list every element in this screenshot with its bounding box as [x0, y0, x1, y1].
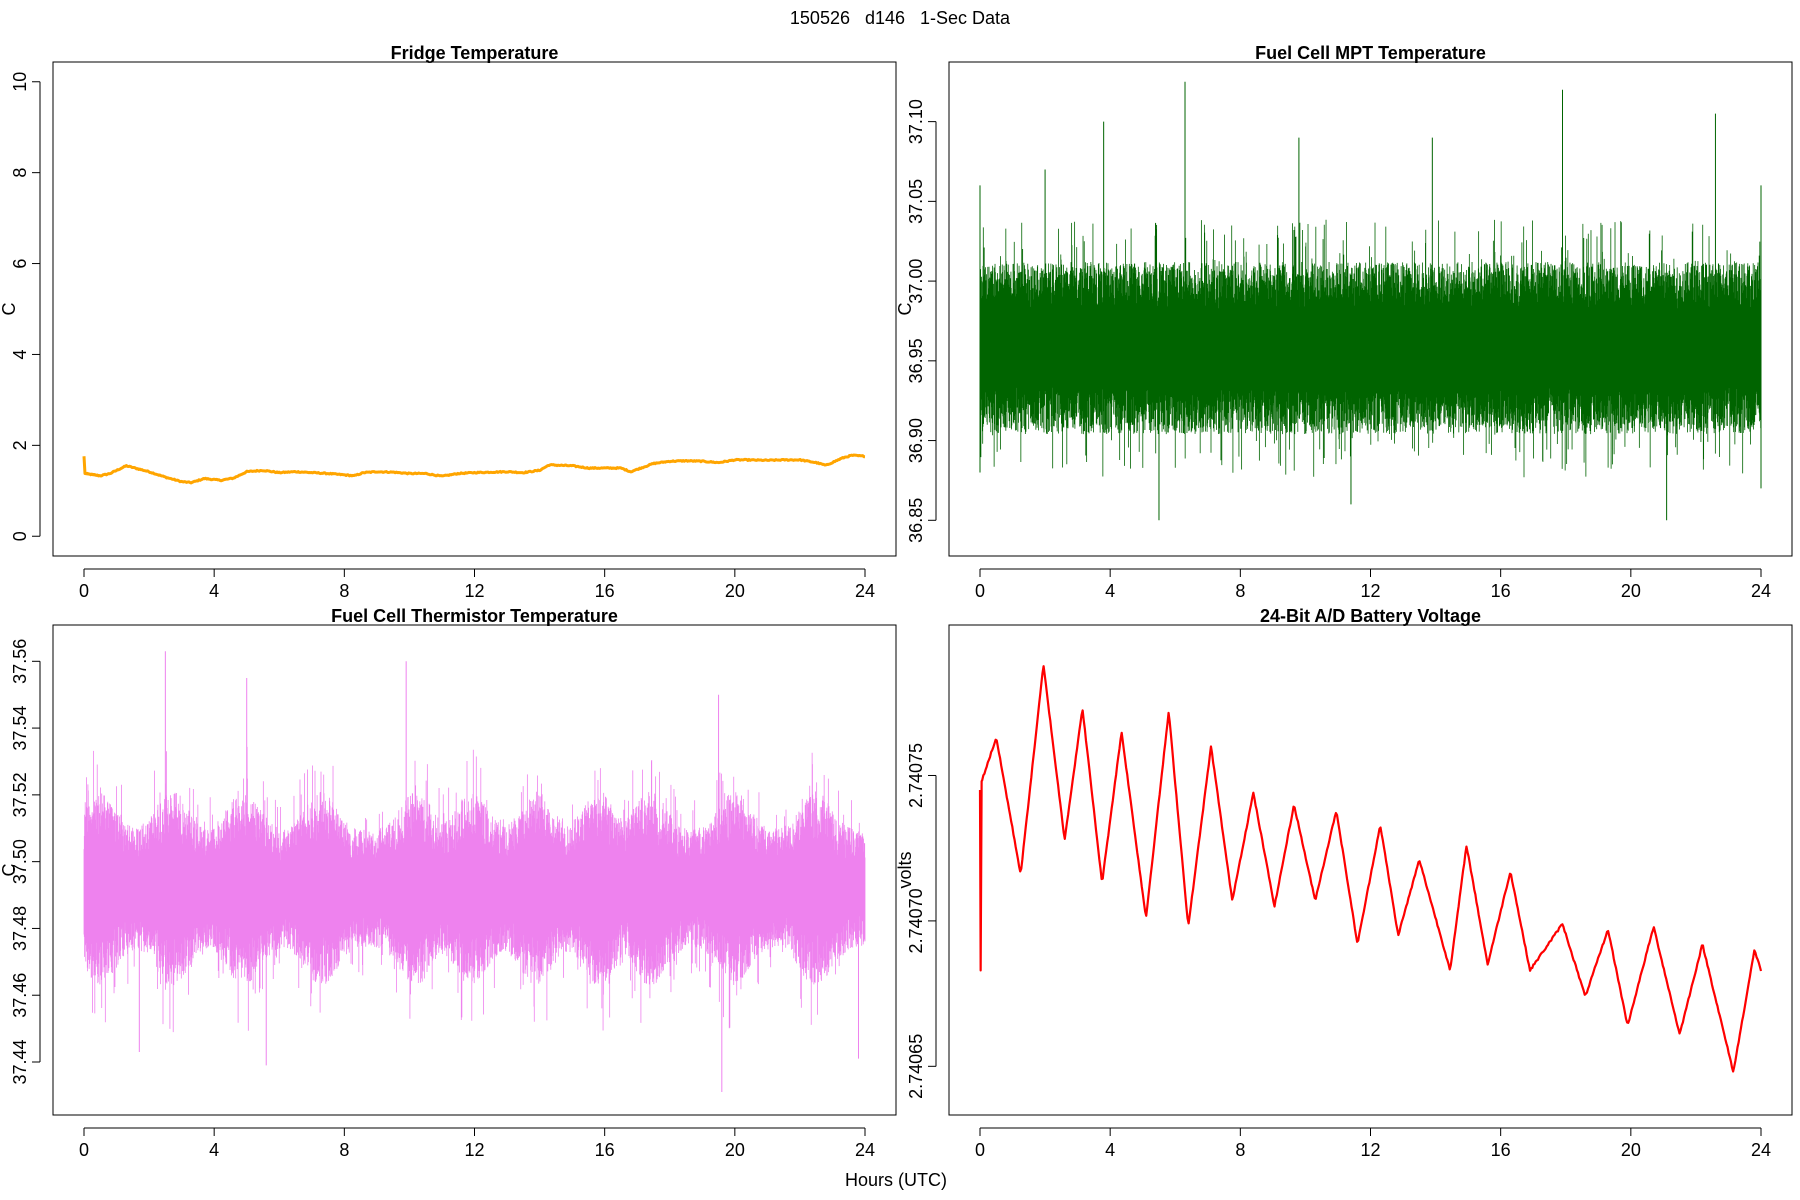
x-tick-label: 16: [1491, 581, 1511, 601]
x-tick-label: 0: [975, 1140, 985, 1160]
x-tick-label: 16: [595, 1140, 615, 1160]
panel-title: Fridge Temperature: [391, 43, 559, 63]
y-tick-label: 37.05: [906, 179, 926, 224]
x-tick-label: 4: [209, 1140, 219, 1160]
x-tick-label: 8: [1235, 1140, 1245, 1160]
x-tick-label: 4: [1105, 581, 1115, 601]
plot-frame: [948, 624, 1793, 1116]
y-tick-label: 6: [10, 259, 30, 269]
y-tick-label: 10: [10, 72, 30, 92]
y-tick-label: 2.74065: [906, 1034, 926, 1099]
x-tick-label: 4: [1105, 1140, 1115, 1160]
x-tick-label: 20: [1621, 581, 1641, 601]
x-tick-label: 24: [855, 1140, 875, 1160]
y-tick-label: 37.56: [10, 639, 30, 684]
series-line: [978, 665, 1763, 1073]
x-tick-label: 16: [595, 581, 615, 601]
y-tick-label: 0: [10, 531, 30, 541]
y-tick-label: 36.85: [906, 498, 926, 543]
noise-band: [83, 746, 866, 1033]
y-tick-label: 4: [10, 349, 30, 359]
x-tick-label: 12: [1360, 1140, 1380, 1160]
extreme-spikes: [979, 81, 1762, 521]
x-axis: 0 4 8 12 16 20 24: [975, 1127, 1771, 1160]
y-tick-label: 37.44: [10, 1039, 30, 1084]
data-layer: [83, 651, 866, 1093]
panel-title: Fuel Cell Thermistor Temperature: [331, 606, 618, 626]
x-axis: 0 4 8 12 16 20 24: [79, 1127, 875, 1160]
x-axis: 0 4 8 12 16 20 24: [79, 568, 875, 601]
x-tick-label: 24: [1751, 581, 1771, 601]
fuel-cell-mpt-temperature-panel: Fuel Cell MPT Temperature C 0 4 8 12 16 20 24 3…: [895, 43, 1793, 601]
x-tick-label: 16: [1491, 1140, 1511, 1160]
y-axis-label: C: [895, 303, 915, 316]
y-axis: 37.44 37.46 37.48 37.50 37.52 37.54 37.56: [10, 639, 41, 1085]
x-tick-label: 8: [339, 1140, 349, 1160]
y-tick-label: 36.95: [906, 338, 926, 383]
x-tick-label: 20: [725, 1140, 745, 1160]
extreme-spikes: [138, 651, 859, 1093]
x-tick-label: 8: [1235, 581, 1245, 601]
figure-xlabel: Hours (UTC): [845, 1170, 947, 1190]
x-tick-label: 0: [79, 581, 89, 601]
x-tick-label: 12: [1360, 581, 1380, 601]
y-tick-label: 2.74070: [906, 888, 926, 953]
fuel-cell-thermistor-temperature-panel: Fuel Cell Thermistor Temperature C 0 4 8 12…: [0, 606, 897, 1160]
y-tick-label: 36.90: [906, 418, 926, 463]
x-tick-label: 0: [79, 1140, 89, 1160]
figure-title: 150526 d146 1-Sec Data: [790, 8, 1011, 28]
y-axis: 0 2 4 6 8 10: [10, 72, 41, 541]
y-axis-label: volts: [895, 851, 915, 888]
noise-band: [979, 219, 1762, 478]
y-tick-label: 8: [10, 168, 30, 178]
data-layer: [82, 453, 866, 485]
y-axis-label: C: [0, 303, 19, 316]
plot-frame: [948, 61, 1793, 557]
y-tick-label: 2: [10, 440, 30, 450]
plot-frame: [52, 624, 897, 1116]
x-tick-label: 4: [209, 581, 219, 601]
y-tick-label: 37.00: [906, 259, 926, 304]
y-axis-label: C: [0, 864, 19, 877]
y-tick-label: 37.46: [10, 973, 30, 1018]
x-tick-label: 24: [1751, 1140, 1771, 1160]
data-layer: [979, 81, 1762, 521]
panel-title: Fuel Cell MPT Temperature: [1255, 43, 1486, 63]
panel-title: 24-Bit A/D Battery Voltage: [1260, 606, 1481, 626]
y-tick-label: 37.48: [10, 906, 30, 951]
x-tick-label: 20: [725, 581, 745, 601]
y-tick-label: 37.52: [10, 772, 30, 817]
series-line: [82, 453, 866, 485]
y-tick-label: 37.54: [10, 706, 30, 751]
x-tick-label: 20: [1621, 1140, 1641, 1160]
x-tick-label: 24: [855, 581, 875, 601]
y-tick-label: 37.10: [906, 99, 926, 144]
y-axis: 2.74065 2.74070 2.74075: [906, 743, 937, 1099]
y-tick-label: 2.74075: [906, 743, 926, 808]
data-layer: [978, 665, 1763, 1073]
y-tick-label: 37.50: [10, 839, 30, 884]
y-axis: 36.85 36.90 36.95 37.00 37.05 37.10: [906, 99, 937, 543]
x-tick-label: 12: [464, 1140, 484, 1160]
x-tick-label: 8: [339, 581, 349, 601]
battery-voltage-panel: 24-Bit A/D Battery Voltage volts 0 4 8 12 16…: [895, 606, 1793, 1160]
x-tick-label: 12: [464, 581, 484, 601]
x-axis: 0 4 8 12 16 20 24: [975, 568, 1771, 601]
x-tick-label: 0: [975, 581, 985, 601]
plot-frame: [52, 61, 897, 557]
